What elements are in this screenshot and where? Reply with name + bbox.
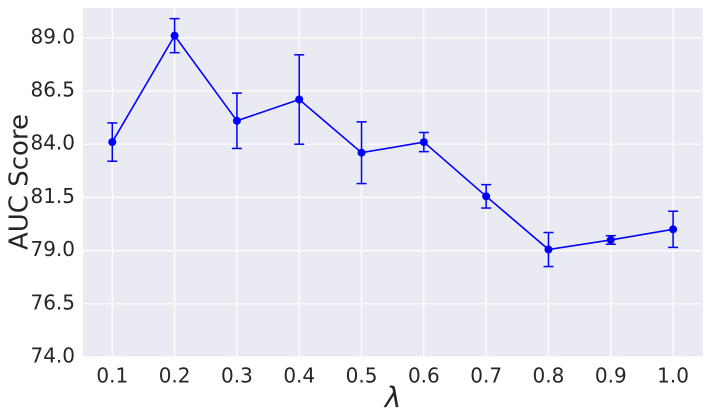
x-tick-label: 0.6 <box>408 364 440 388</box>
marker <box>170 31 179 40</box>
x-tick-label: 0.7 <box>470 364 502 388</box>
x-axis-label: λ <box>383 381 402 414</box>
series-line <box>111 34 674 251</box>
y-axis-label: AUC Score <box>5 114 35 250</box>
marker <box>357 148 366 157</box>
marker <box>108 138 117 147</box>
marker <box>419 138 428 147</box>
x-tick-label: 1.0 <box>657 364 689 388</box>
marker <box>544 245 553 254</box>
plot-area <box>83 8 703 357</box>
marker <box>606 235 615 244</box>
y-tick-label: 74.0 <box>30 344 75 368</box>
x-tick-label: 0.4 <box>283 364 315 388</box>
marker <box>669 225 678 234</box>
x-tick-label: 0.5 <box>346 364 378 388</box>
x-tick-label: 0.8 <box>533 364 565 388</box>
x-tick-label: 0.1 <box>96 364 128 388</box>
x-tick-label: 0.9 <box>595 364 627 388</box>
marker <box>482 192 491 201</box>
marker <box>232 116 241 125</box>
y-tick-label: 86.5 <box>30 77 75 101</box>
y-tick-label: 89.0 <box>30 24 75 48</box>
marker <box>295 95 304 104</box>
y-tick-label: 84.0 <box>30 131 75 155</box>
y-tick-label: 79.0 <box>30 237 75 261</box>
x-tick-label: 0.3 <box>221 364 253 388</box>
y-tick-label: 81.5 <box>30 184 75 208</box>
x-tick-label: 0.2 <box>159 364 191 388</box>
y-tick-label: 76.5 <box>30 290 75 314</box>
